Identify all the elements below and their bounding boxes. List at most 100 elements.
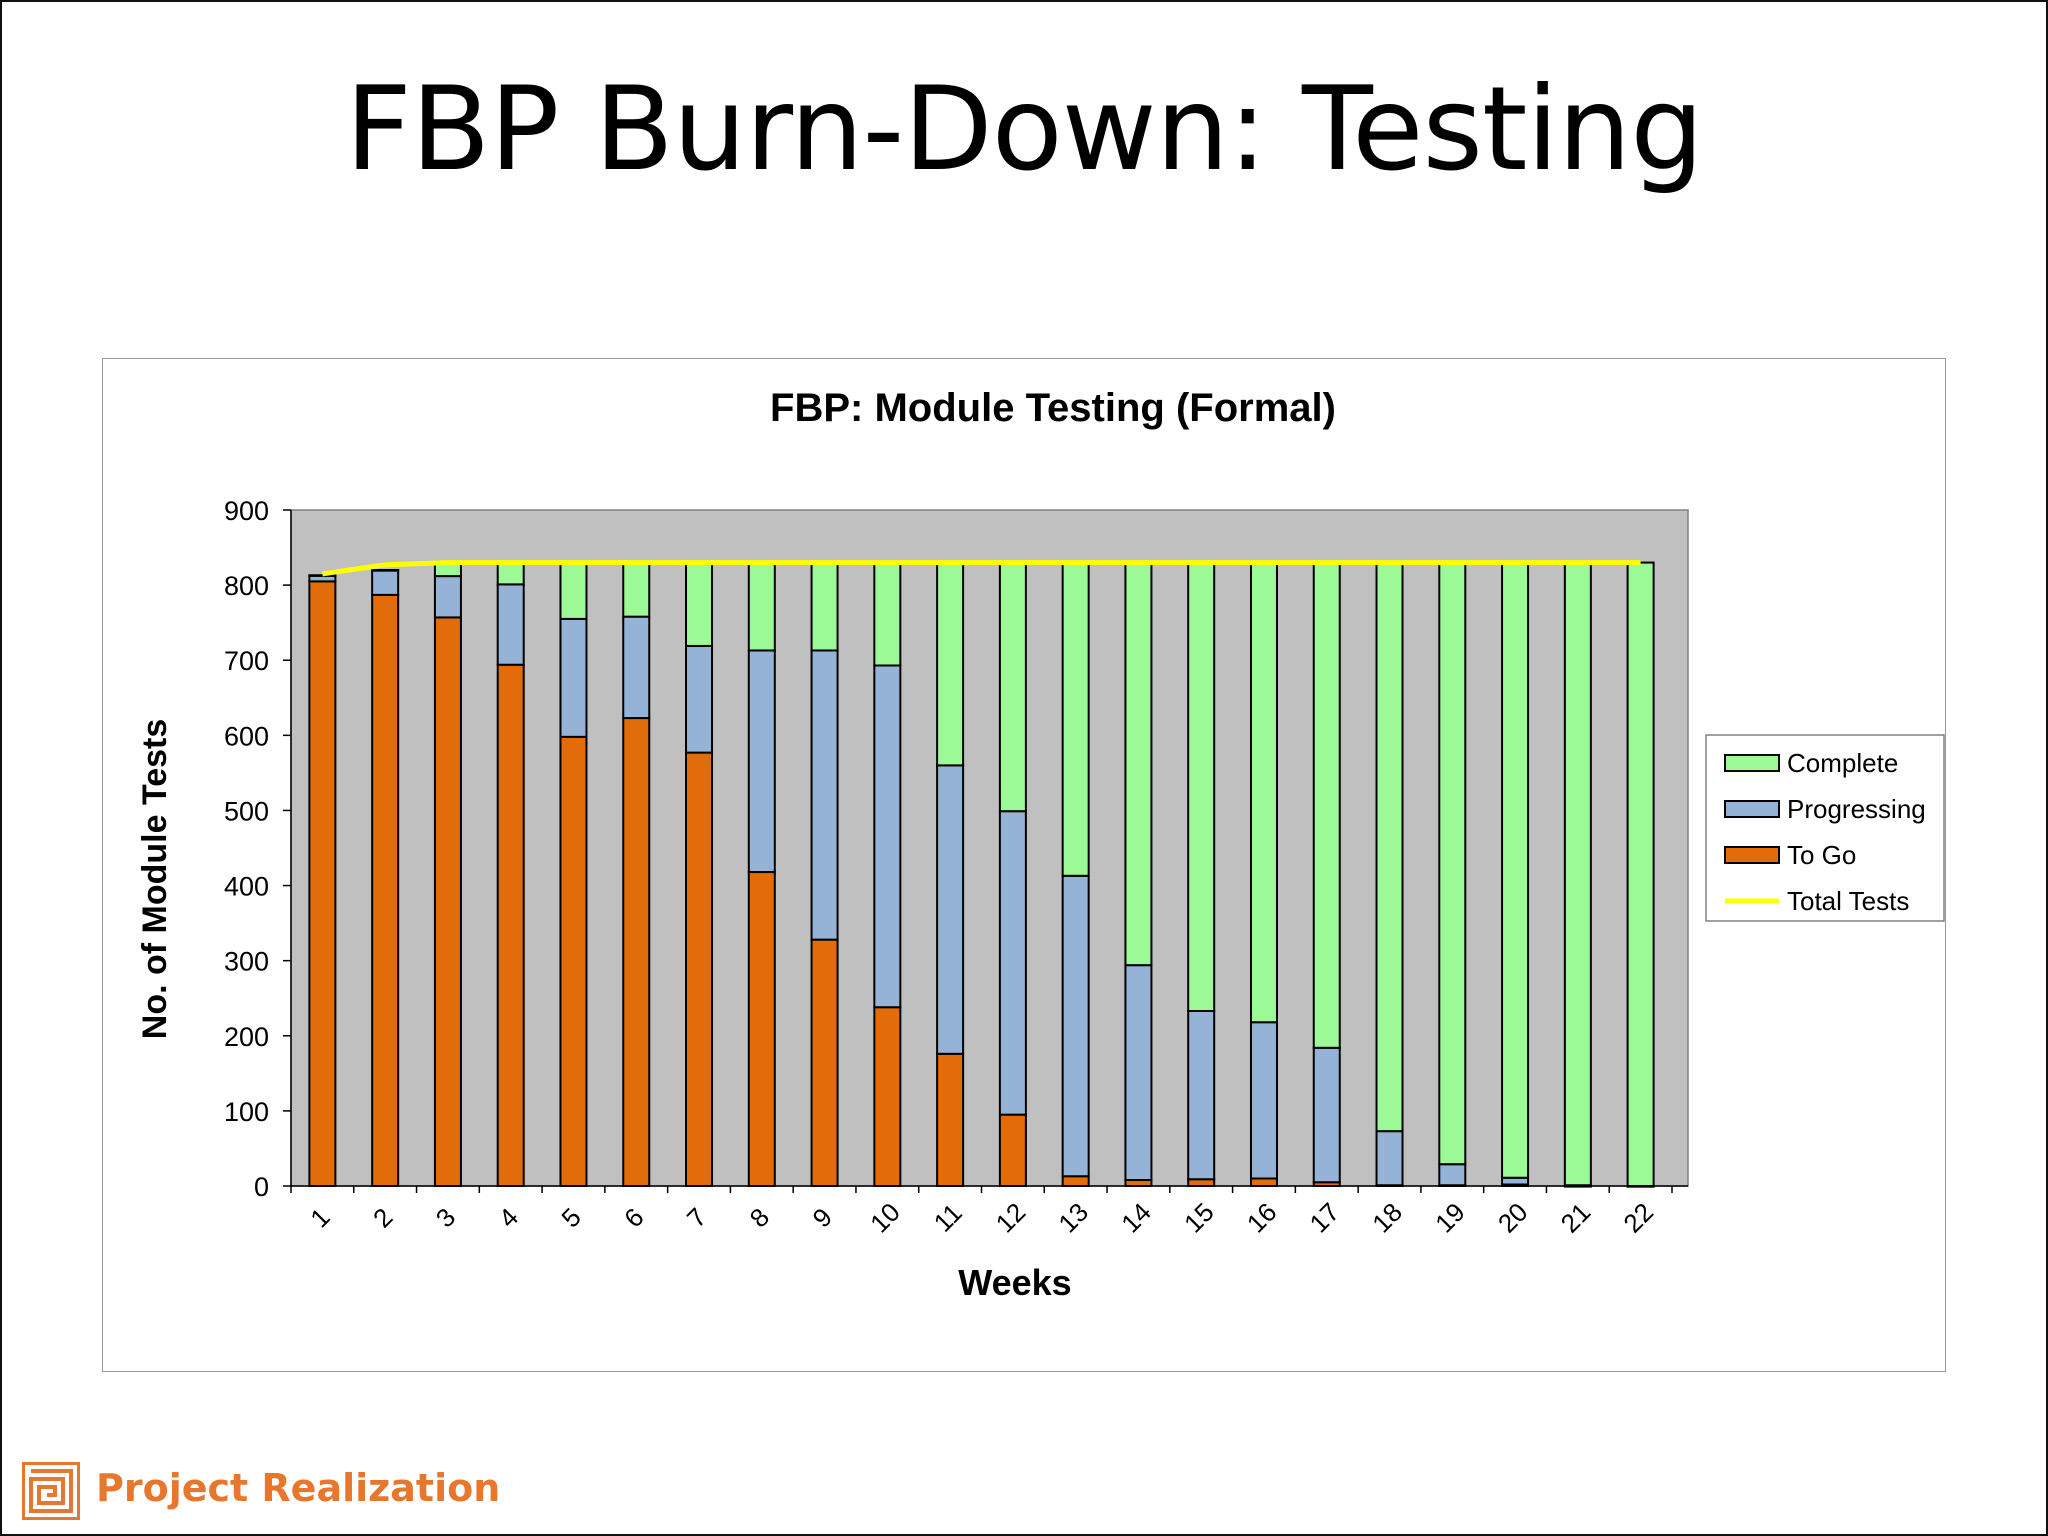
legend-swatch-complete [1724, 754, 1780, 772]
bar-segment-progressing [371, 569, 400, 596]
chart-title: FBP: Module Testing (Formal) [770, 386, 1336, 430]
x-tick-label: 13 [1052, 1197, 1094, 1239]
chart: FBP: Module Testing (Formal) 0 100 200 300 4… [136, 386, 1945, 1303]
y-tick-label: 900 [224, 496, 269, 526]
bar-segment-to-go [1249, 1177, 1278, 1188]
bar-segment-to-go [998, 1113, 1027, 1188]
y-tick-label: 700 [224, 646, 269, 676]
x-tick-label: 2 [367, 1202, 398, 1233]
bar-segment-to-go [559, 735, 588, 1187]
bar-segment-progressing [1061, 874, 1090, 1178]
x-tick-label: 6 [618, 1202, 649, 1233]
x-tick-label: 11 [928, 1197, 968, 1237]
y-tick-label: 100 [224, 1097, 269, 1127]
x-tick-label: 12 [990, 1197, 1032, 1239]
bar-segment-progressing [1249, 1021, 1278, 1180]
x-tick-label: 10 [864, 1197, 906, 1239]
maze-icon [22, 1462, 80, 1520]
bar-segment-progressing [685, 644, 714, 754]
bar-segment-complete [496, 561, 525, 586]
bar-segment-to-go [1187, 1178, 1216, 1187]
bar-segment-complete [810, 561, 839, 652]
bar-segment-complete [873, 561, 902, 667]
bar-segment-complete [1626, 561, 1655, 1188]
bar-segment-to-go [936, 1052, 965, 1187]
bar-segment-to-go [371, 593, 400, 1187]
bar-segment-progressing [998, 810, 1027, 1116]
x-tick-label: 9 [806, 1202, 837, 1233]
bar-segment-progressing [1187, 1009, 1216, 1181]
total-tests-line [322, 560, 1641, 577]
slide-title: FBP Burn-Down: Testing [345, 62, 1704, 197]
bar-segment-complete [1312, 561, 1341, 1049]
bar-segment-progressing [810, 649, 839, 941]
y-tick-label: 0 [254, 1172, 269, 1202]
x-tick-label: 16 [1241, 1197, 1283, 1239]
bar-segment-complete [371, 569, 400, 572]
bar-segment-progressing [1312, 1046, 1341, 1184]
bar-segment-complete [1124, 561, 1153, 967]
x-tick-label: 18 [1366, 1197, 1408, 1239]
y-tick-label: 500 [224, 796, 269, 826]
x-tick-label: 4 [493, 1202, 524, 1233]
y-tick-label: 200 [224, 1022, 269, 1052]
bar-segment-progressing [873, 664, 902, 1009]
bar-segment-to-go [433, 616, 462, 1187]
bar-segment-complete [1563, 561, 1592, 1187]
legend-swatch-progressing [1724, 800, 1780, 818]
bar-segment-progressing [1375, 1130, 1404, 1187]
bar-segment-complete [622, 561, 651, 618]
bar-segment-complete [747, 561, 776, 652]
bar-segment-complete [1061, 561, 1090, 877]
bar-segment-progressing [1501, 1176, 1530, 1186]
legend: Complete Progressing To Go Total Tests [1705, 734, 1945, 922]
x-axis: 1 2 3 4 5 6 7 8 9 10 11 12 13 14 15 16 17 18 19 20 21 22 [290, 1185, 1688, 1239]
x-tick-label: 17 [1304, 1197, 1346, 1239]
y-tick-label: 300 [224, 947, 269, 977]
x-tick-label: 1 [304, 1202, 335, 1233]
x-tick-label: 8 [744, 1202, 775, 1233]
y-axis-label: No. of Module Tests [136, 719, 174, 1039]
bar-stacks [308, 561, 1655, 1188]
x-tick-label: 22 [1617, 1197, 1659, 1239]
y-axis: 0 100 200 300 400 500 600 700 800 900 [224, 496, 292, 1202]
bar-segment-progressing [747, 649, 776, 874]
y-tick-label: 400 [224, 872, 269, 902]
bar-segment-complete [1187, 561, 1216, 1012]
bar-segment-complete [1249, 561, 1278, 1024]
x-tick-label: 21 [1555, 1197, 1597, 1239]
bar-segment-progressing [433, 575, 462, 619]
legend-swatch-to-go [1724, 846, 1780, 864]
bar-segment-complete [685, 561, 714, 647]
x-tick-label: 19 [1429, 1197, 1471, 1239]
bar-segment-to-go [747, 871, 776, 1188]
bar-segment-complete [308, 574, 337, 577]
bar-segment-to-go [810, 938, 839, 1187]
bar-segment-to-go [496, 663, 525, 1187]
legend-label-total-tests: Total Tests [1787, 886, 1909, 916]
bar-segment-complete [936, 561, 965, 767]
bar-segment-to-go [873, 1006, 902, 1187]
bar-segment-to-go [685, 751, 714, 1187]
bar-segment-progressing [936, 764, 965, 1055]
legend-label-complete: Complete [1787, 748, 1898, 778]
footer-brand: Project Realization [96, 1466, 501, 1510]
x-tick-label: 14 [1115, 1197, 1157, 1239]
bar-segment-to-go [622, 717, 651, 1187]
y-tick-label: 600 [224, 721, 269, 751]
bar-segment-to-go [1061, 1175, 1090, 1187]
x-tick-label: 5 [555, 1202, 586, 1233]
bar-segment-progressing [622, 615, 651, 720]
legend-label-progressing: Progressing [1787, 794, 1926, 824]
bar-segment-complete [1501, 561, 1530, 1179]
bar-segment-progressing [1124, 964, 1153, 1181]
bar-segment-to-go [308, 580, 337, 1188]
total-tests-polyline [322, 560, 1641, 577]
x-tick-label: 20 [1492, 1197, 1534, 1239]
bar-segment-progressing [559, 617, 588, 738]
bar-segment-complete [1375, 561, 1404, 1133]
x-axis-label: Weeks [958, 1262, 1071, 1303]
x-tick-label: 7 [681, 1202, 712, 1233]
legend-label-to-go: To Go [1787, 840, 1856, 870]
bar-segment-progressing [1438, 1163, 1467, 1187]
